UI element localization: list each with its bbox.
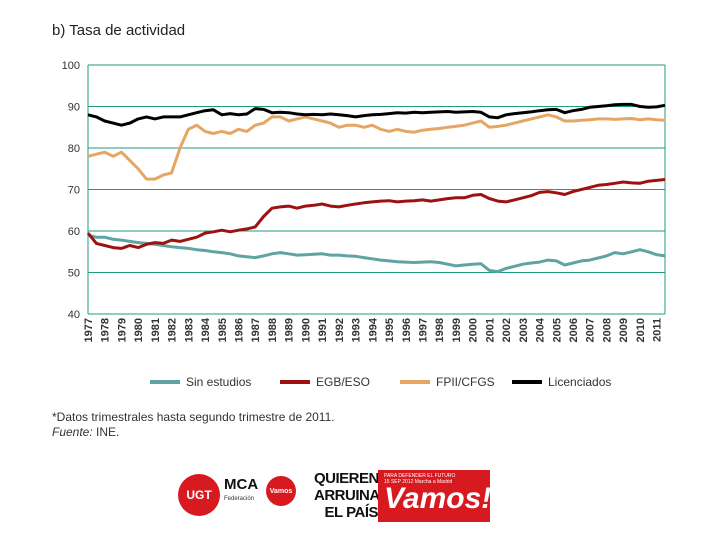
x-tick-label: 1987 [250, 318, 262, 342]
x-tick-label: 1978 [100, 318, 112, 342]
series-line-fpii-cfgs [87, 113, 666, 181]
campaign-slogan: QUIEREN ARRUINAR EL PAÍS [314, 470, 391, 521]
chart-title: b) Tasa de actividad [52, 22, 186, 39]
vamos-banner-caption: PARA DEFENDER EL FUTURO 15 SEP 2012 Marc… [384, 473, 455, 485]
x-tick-label: 1995 [384, 318, 396, 342]
footnote: *Datos trimestrales hasta segundo trimes… [52, 410, 335, 440]
ugt-logo: UGT [178, 474, 220, 516]
x-tick-label: 1981 [150, 318, 162, 342]
series-line-egb-eso [86, 178, 666, 250]
series-line-sin-estudios [87, 233, 666, 274]
x-tick-label: 2011 [652, 318, 664, 342]
vamos-badge-logo: Vamos [266, 476, 296, 506]
legend-label: Sin estudios [186, 375, 251, 389]
footnote-text: *Datos trimestrales hasta segundo trimes… [52, 410, 335, 424]
x-tick-label: 1994 [367, 317, 379, 342]
x-tick-label: 1991 [317, 318, 329, 342]
x-tick-label: 2009 [618, 318, 630, 342]
x-tick-label: 2000 [468, 318, 480, 342]
x-tick-label: 1983 [183, 318, 195, 342]
x-tick-label: 1998 [434, 318, 446, 342]
vamos-caption-line: 15 SEP 2012 Marcha a Madrid [384, 479, 453, 485]
vamos-banner: PARA DEFENDER EL FUTURO 15 SEP 2012 Marc… [378, 470, 492, 522]
x-tick-label: 2003 [518, 318, 530, 342]
x-tick-label: 1992 [334, 318, 346, 342]
legend-layer: Sin estudios EGB/ESO FPII/CFGS Licenciados [150, 375, 611, 389]
x-tick-label: 2006 [568, 318, 580, 342]
x-tick-label: 2010 [635, 318, 647, 342]
mca-logo: MCA [224, 476, 259, 493]
x-tick-label: 1984 [200, 317, 212, 342]
x-tick-label: 1997 [417, 318, 429, 342]
grid-layer [87, 64, 666, 315]
x-tick-label: 2008 [601, 318, 613, 342]
y-tick-label: 80 [68, 143, 80, 155]
legend-label: FPII/CFGS [436, 375, 495, 389]
x-tick-label: 1990 [300, 318, 312, 342]
x-tick-label: 1996 [401, 318, 413, 342]
y-tick-label: 40 [68, 309, 80, 321]
x-tick-label: 2002 [501, 318, 513, 342]
series-layer [86, 102, 666, 274]
source-label: Fuente: [52, 425, 93, 439]
y-tick-label: 100 [62, 60, 80, 72]
axis-layer: 40 50 60 70 80 90 100 1977 1978 1979 1980 1981 1982 1… [62, 60, 664, 342]
x-tick-label: 2004 [535, 317, 547, 342]
y-tick-label: 70 [68, 185, 80, 197]
slogan-line: QUIEREN [314, 470, 379, 487]
series-line-licenciados [87, 102, 666, 127]
x-tick-label: 1986 [234, 318, 246, 342]
source-line: Fuente: INE. [52, 425, 335, 440]
slogan-line: EL PAÍS [324, 504, 379, 521]
x-tick-label: 1988 [267, 318, 279, 342]
x-tick-label: 1977 [83, 318, 95, 342]
x-tick-label: 2007 [585, 318, 597, 342]
legend-label: Licenciados [548, 375, 611, 389]
x-tick-label: 1979 [116, 318, 128, 342]
source-value: INE. [96, 425, 120, 439]
vamos-caption-line: PARA DEFENDER EL FUTURO [384, 473, 456, 479]
x-tick-label: 1989 [284, 318, 296, 342]
slogan-line: ARRUINAR [314, 487, 391, 504]
logo-strip: UGT MCA Federación Vamos QUIEREN ARRUINA… [178, 468, 498, 526]
vamos-banner-title: Vamos! [384, 482, 492, 515]
y-tick-label: 60 [68, 226, 80, 238]
legend-label: EGB/ESO [316, 375, 370, 389]
x-tick-label: 1980 [133, 318, 145, 342]
mca-subtitle: Federación [224, 496, 255, 502]
x-tick-label: 1985 [217, 318, 229, 342]
x-tick-label: 1982 [167, 318, 179, 342]
y-tick-label: 50 [68, 268, 80, 280]
y-tick-label: 90 [68, 102, 80, 114]
x-tick-label: 2005 [551, 318, 563, 342]
x-tick-label: 1999 [451, 318, 463, 342]
x-tick-label: 2001 [484, 318, 496, 342]
x-tick-label: 1993 [351, 318, 363, 342]
activity-rate-chart: 40 50 60 70 80 90 100 1977 1978 1979 1980 1981 1982 1… [62, 60, 666, 389]
